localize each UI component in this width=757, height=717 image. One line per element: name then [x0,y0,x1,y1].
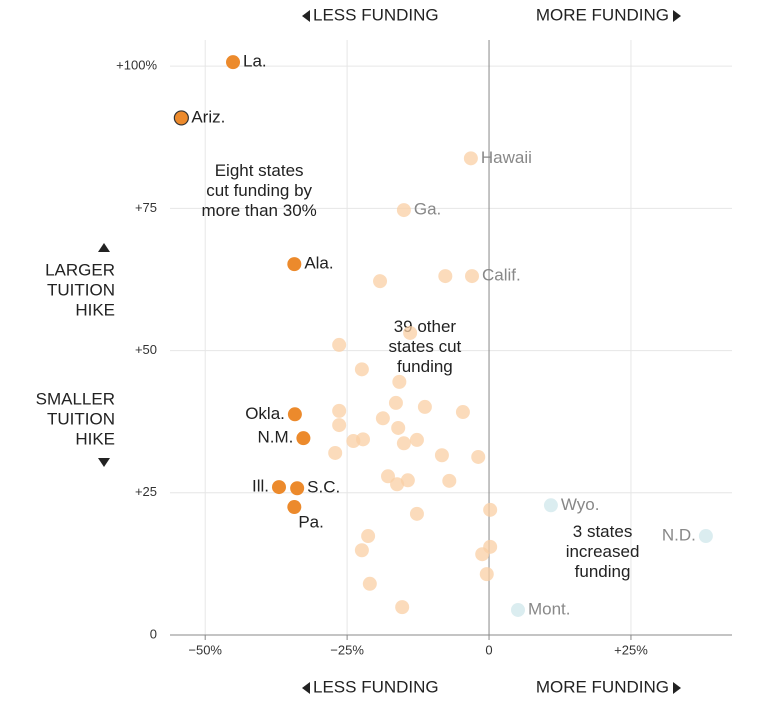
point [287,407,302,422]
y-axis-label: HIKE [75,300,115,319]
point-label: Okla. [245,404,285,423]
y-axis-label: TUITION [47,409,115,428]
point-label: Ala. [304,254,333,273]
annotation: funding [397,357,453,376]
point [390,477,405,492]
point [483,502,498,517]
point [332,337,347,352]
point [409,506,424,521]
point-label: N.M. [258,428,294,447]
right-arrow [673,10,681,22]
point-label: Ga. [414,200,441,219]
y-tick-label: 0 [150,626,157,641]
point-label: La. [243,52,267,71]
point [510,602,525,617]
point [479,567,494,582]
point-label: Ariz. [191,107,225,126]
annotation: increased [566,542,640,561]
point [354,543,369,558]
point [483,539,498,554]
point [417,399,432,414]
x-tick-label: 0 [485,642,492,657]
point [373,274,388,289]
point [396,203,411,218]
y-axis-label: LARGER [45,260,115,279]
point [375,411,390,426]
header-more: MORE FUNDING [536,5,669,24]
point [287,257,302,272]
point [392,374,407,389]
y-axis-label: TUITION [47,280,115,299]
y-tick-label: +100% [116,58,157,73]
point [354,362,369,377]
point-label: Ill. [252,477,269,496]
up-arrow [98,243,110,252]
header-less: LESS FUNDING [313,5,439,24]
annotation: Eight states [215,161,304,180]
point [409,432,424,447]
annotation: more than 30% [201,201,316,220]
point [396,436,411,451]
point [332,418,347,433]
point [388,395,403,410]
right-arrow [673,682,681,694]
annotation: funding [575,562,631,581]
y-tick-label: +25 [135,484,157,499]
point [361,529,376,544]
annotation: 39 other [394,317,457,336]
point [296,431,311,446]
point [287,500,302,515]
point [328,445,343,460]
point [698,529,713,544]
annotation: cut funding by [206,181,312,200]
point [332,403,347,418]
y-axis-label: HIKE [75,429,115,448]
point [463,151,478,166]
y-axis-label: SMALLER [36,389,115,408]
point [434,448,449,463]
x-tick-label: +25% [614,642,648,657]
point [403,325,418,340]
point [438,269,453,284]
point [471,449,486,464]
point [362,576,377,591]
x-tick-label: −25% [330,642,364,657]
annotation: states cut [389,337,462,356]
point-label: N.D. [662,526,696,545]
point-label: Hawaii [481,148,532,167]
point [543,498,558,513]
down-arrow [98,458,110,467]
point [226,55,241,70]
point [465,269,480,284]
point [346,434,361,449]
point [380,469,395,484]
point-label: Calif. [482,266,521,285]
point [395,600,410,615]
x-tick-label: −50% [188,642,222,657]
point [442,473,457,488]
y-tick-label: +75 [135,200,157,215]
point-label: S.C. [307,478,340,497]
point-label: Mont. [528,599,571,618]
footer-less: LESS FUNDING [313,677,439,696]
annotation: 3 states [573,522,633,541]
footer-more: MORE FUNDING [536,677,669,696]
point [271,480,286,495]
y-tick-label: +50 [135,342,157,357]
point [455,405,470,420]
point [290,481,305,496]
point [173,110,189,126]
left-arrow [302,682,310,694]
left-arrow [302,10,310,22]
point-label: Pa. [298,512,324,531]
point [400,473,415,488]
point [391,420,406,435]
point-label: Wyo. [561,495,600,514]
